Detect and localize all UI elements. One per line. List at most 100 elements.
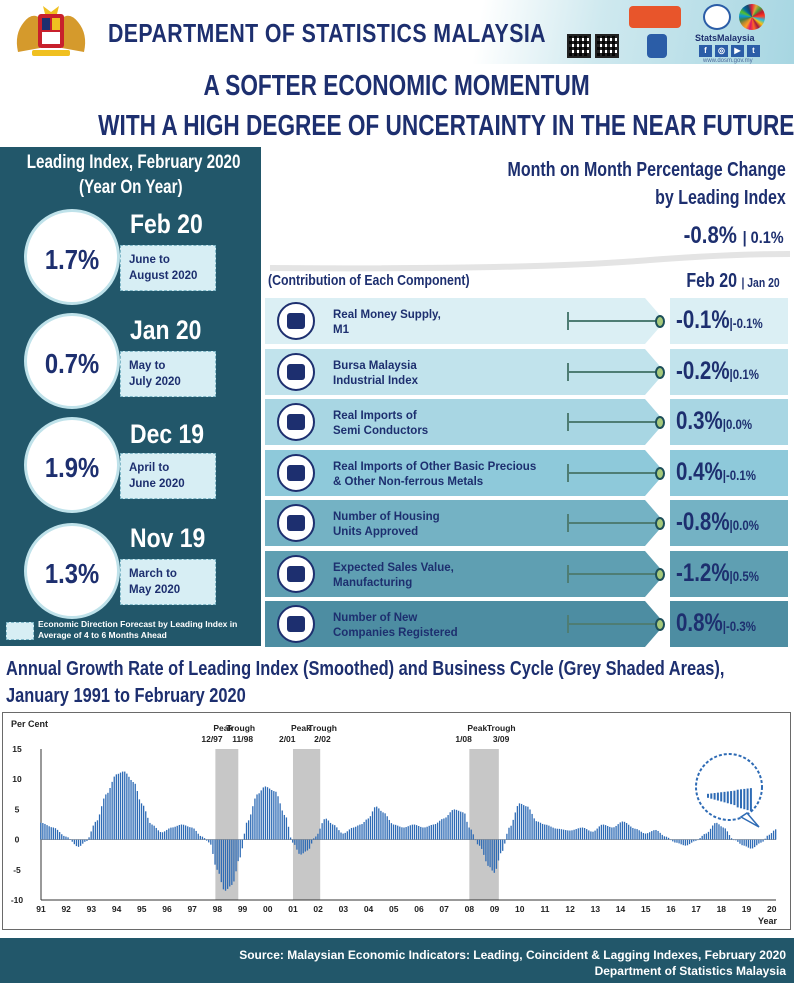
component-label-line1: Real Money Supply,	[333, 309, 441, 321]
yoy-value-circle: 0.7%	[24, 313, 120, 409]
data-bar	[63, 835, 65, 840]
data-bar	[166, 829, 168, 840]
data-bar	[329, 822, 332, 840]
data-bar	[315, 836, 317, 840]
data-bar	[619, 822, 621, 840]
data-bar	[308, 839, 311, 849]
data-bar	[212, 839, 214, 854]
data-bar	[632, 827, 634, 840]
data-bar	[630, 826, 632, 840]
data-bar	[376, 806, 378, 840]
data-bar	[121, 771, 124, 840]
instagram-icon[interactable]: ◎	[715, 45, 728, 57]
data-bar	[382, 812, 384, 840]
x-tick-label: 17	[691, 904, 701, 914]
trough-date-label: 2/02	[314, 734, 331, 744]
period-box: May to July 2020	[120, 351, 216, 397]
peak-date-label: 2/01	[279, 734, 296, 744]
data-bar	[132, 782, 134, 840]
data-bar	[266, 787, 269, 840]
period-line1: March to	[129, 568, 177, 580]
cycle-shade	[469, 749, 499, 900]
data-bar	[82, 839, 84, 844]
youtube-icon[interactable]: ▶	[731, 45, 744, 57]
data-bar	[40, 822, 42, 840]
zoom-bar	[730, 791, 733, 805]
data-bar	[107, 792, 109, 840]
data-bar	[537, 821, 540, 840]
panel-title-line1: Leading Index, February 2020	[26, 152, 241, 173]
x-tick-label: 01	[288, 904, 298, 914]
data-bar	[161, 832, 164, 840]
x-tick-label: 91	[36, 904, 46, 914]
trough-annotation: Trough	[226, 723, 255, 733]
data-bar	[105, 794, 107, 840]
site-url[interactable]: www.dosm.gov.my	[703, 58, 753, 64]
month-label: Dec 19	[130, 419, 205, 449]
data-bar	[224, 839, 227, 891]
connector-line	[568, 472, 660, 474]
logo-cluster: StatsMalaysia f ◎ ▶ t www.dosm.gov.my	[563, 2, 791, 64]
zoom-bar	[746, 788, 749, 811]
data-bar	[157, 830, 159, 840]
data-bar	[478, 839, 481, 846]
data-bar	[712, 825, 714, 840]
data-bar	[142, 805, 145, 840]
data-bar	[663, 836, 666, 840]
data-bar	[231, 839, 233, 885]
component-label-line2: M1	[333, 324, 349, 336]
component-current: 0.4%	[676, 458, 723, 486]
x-tick-label: 16	[666, 904, 676, 914]
contribution-title: (Contribution of Each Component)	[268, 272, 470, 289]
data-bar	[409, 825, 411, 840]
data-bar	[388, 819, 390, 840]
data-bar	[84, 839, 86, 842]
connector-dot	[655, 568, 665, 581]
data-bar	[140, 803, 143, 840]
data-bar	[556, 828, 558, 840]
component-previous: |0.0%	[722, 416, 753, 432]
month-label: Jan 20	[130, 315, 202, 345]
data-bar	[775, 829, 777, 840]
x-tick-label: 03	[339, 904, 349, 914]
data-bar	[254, 798, 256, 840]
x-tick-label: 04	[364, 904, 374, 914]
data-bar	[672, 839, 674, 842]
leading-index-panel: Leading Index, February 2020 (Year On Ye…	[0, 147, 261, 646]
data-bar	[145, 811, 147, 840]
data-bar	[103, 798, 105, 840]
data-bar	[365, 819, 367, 840]
data-bar	[153, 825, 155, 840]
data-bar	[159, 832, 162, 840]
cycle-shade	[215, 749, 239, 900]
x-tick-label: 93	[87, 904, 97, 914]
component-label-line1: Real Imports of	[333, 410, 417, 422]
data-bar	[655, 829, 657, 840]
data-bar	[598, 826, 600, 840]
x-tick-label: 02	[313, 904, 323, 914]
data-bar	[527, 806, 529, 840]
x-tick-label: 92	[61, 904, 71, 914]
component-value-box: 0.4%|-0.1%	[670, 450, 788, 496]
peak-date-label: 1/08	[455, 734, 472, 744]
data-bar	[676, 839, 678, 843]
data-bar	[247, 820, 250, 840]
y-tick-label: -5	[13, 865, 21, 875]
data-bar	[449, 812, 451, 840]
component-arrow-bg	[265, 601, 665, 647]
data-bar	[636, 829, 638, 840]
yoy-value-circle: 1.3%	[24, 523, 120, 619]
data-bar	[52, 827, 54, 840]
data-bar	[46, 825, 48, 840]
facebook-icon[interactable]: f	[699, 45, 712, 57]
data-bar	[441, 819, 443, 840]
twitter-icon[interactable]: t	[747, 45, 760, 57]
trough-annotation: Trough	[308, 723, 337, 733]
data-bar	[321, 823, 323, 840]
peak-annotation: Peak	[467, 723, 487, 733]
month-label: Feb 20	[130, 209, 203, 239]
data-bar	[138, 799, 141, 840]
data-bar	[96, 820, 99, 840]
component-row: Number of Housing Units Approved	[265, 500, 665, 546]
data-bar	[476, 839, 479, 845]
